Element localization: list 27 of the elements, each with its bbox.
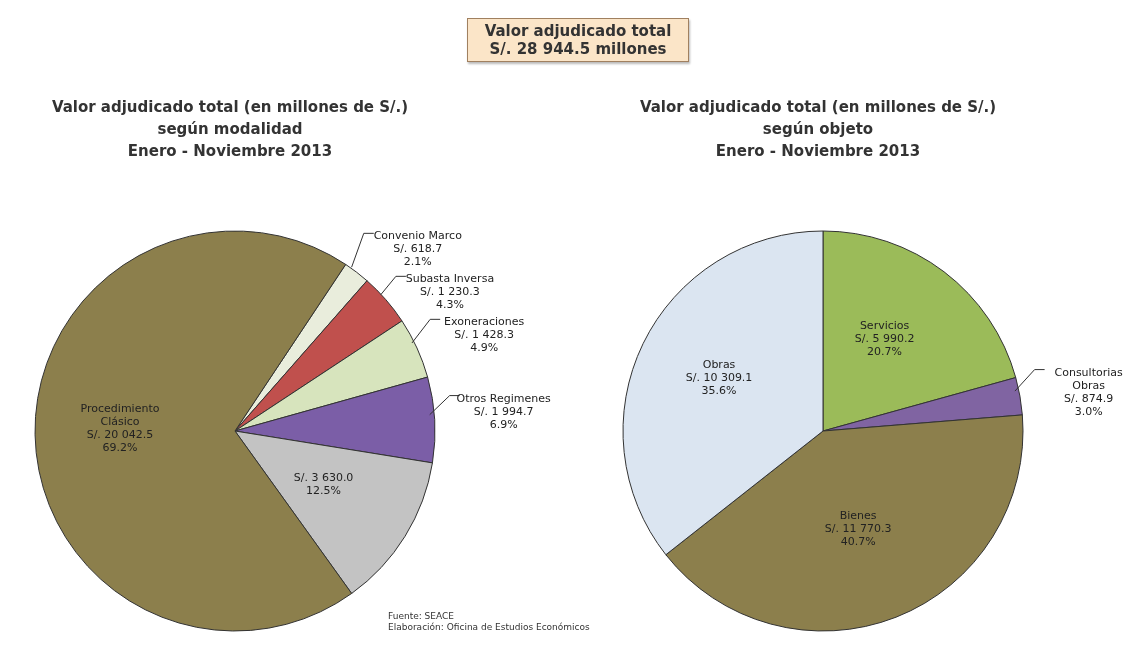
slice-label: Servicios [859, 318, 910, 332]
data-label: S/. 11 770.3 40.7% [824, 521, 892, 548]
data-label: S/. 1 230.3 4.3% [420, 285, 480, 312]
slice-label: Procedimiento Clásico [80, 402, 160, 428]
data-label: S/. 3 630.0 12.5% [293, 470, 354, 497]
slice-label: Exoneraciones [444, 315, 525, 329]
chart-title: Valor adjudicado total (en millones de S/.) [50, 97, 410, 118]
chart-subtitle: según modalidad Enero - Noviembre 2013 [126, 119, 334, 162]
chart-subtitle: según objeto Enero - Noviembre 2013 [714, 119, 922, 162]
data-label: S/. 1 994.7 6.9% [473, 404, 534, 431]
slice-label: Otros Regimenes [456, 391, 551, 405]
slice-label: Subasta Inversa [405, 272, 495, 286]
data-label: S/. 20 042.5 69.2% [86, 428, 154, 454]
text: Elaboración: Oficina de Estudios Económicos [388, 622, 590, 633]
data-label: S/. 10 309.1 35.6% [685, 371, 753, 398]
data-label: S/. 874.9 3.0% [1064, 391, 1114, 418]
source-note: Fuente: SEACE [388, 611, 455, 622]
text: S/. 28 944.5 millones [488, 40, 668, 58]
data-label: S/. 618.7 2.1% [393, 242, 443, 269]
slice-label: Consultorias Obras [1054, 365, 1124, 392]
slice-label: Bienes [839, 508, 877, 522]
chart-title: Valor adjudicado total (en millones de S/.) [638, 97, 998, 118]
data-label: S/. 5 990.2 20.7% [854, 331, 915, 358]
slice-label: Convenio Marco [373, 229, 463, 243]
slice-label: Obras [702, 358, 736, 372]
text: Valor adjudicado total [483, 22, 673, 40]
data-label: S/. 1 428.3 4.9% [454, 328, 514, 355]
